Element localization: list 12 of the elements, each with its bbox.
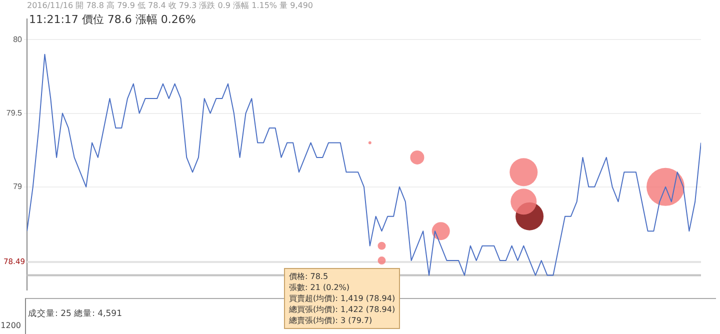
chart-subtitle: 11:21:17 價位 78.6 漲幅 0.26%: [29, 12, 196, 27]
text: 買賣超(均價): 1,419 (78.94): [289, 294, 396, 303]
y-tick-label: 80: [13, 34, 23, 44]
text: 總賣張(均價): 3 (79.7): [289, 316, 372, 325]
text: 1200: [0, 321, 21, 330]
annotation: 張數: 21 (0.2%): [289, 283, 350, 292]
y-tick-label: 79: [13, 182, 23, 192]
text: 成交量: 25 總量: 4,591: [28, 308, 122, 320]
annotation: 價格: 78.5: [289, 272, 328, 281]
y-tick-label: 79.5: [6, 108, 23, 118]
text: 總買張(均價): 1,422 (78.94): [289, 305, 396, 314]
chart-title: 2016/11/16 開 78.8 高 79.9 低 78.4 收 79.3 漲跌 0.9 漲幅 1.15% 量 9,490: [27, 0, 313, 11]
